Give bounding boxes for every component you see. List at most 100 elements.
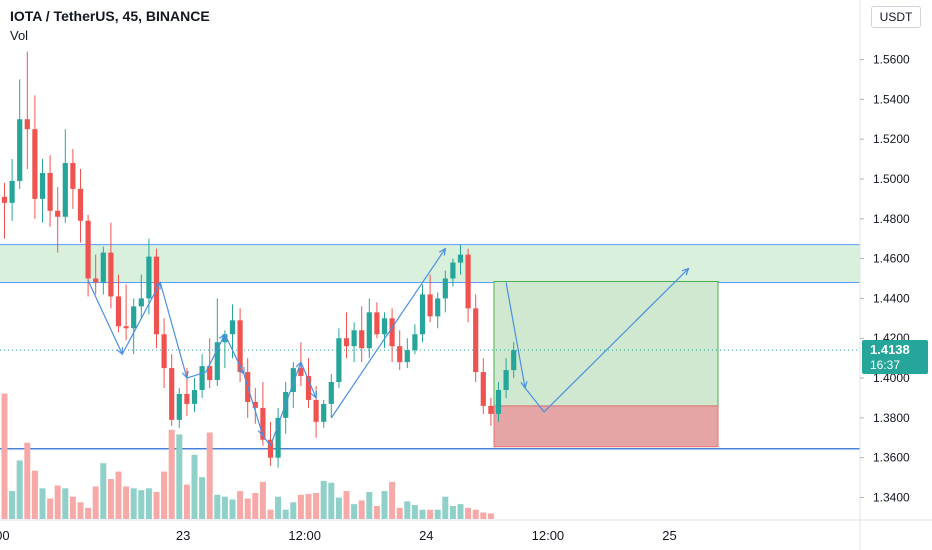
candle-body: [24, 119, 30, 130]
volume-bar: [31, 470, 38, 519]
candle-body: [267, 439, 274, 458]
volume-bar: [77, 502, 84, 519]
volume-bar: [85, 507, 92, 519]
volume-bar: [472, 509, 479, 519]
volume-bar: [351, 504, 358, 519]
volume-bar: [199, 477, 206, 519]
arrowhead: [295, 360, 303, 370]
candle-body: [442, 278, 448, 299]
candle-body: [214, 342, 220, 381]
volume-bar: [427, 509, 434, 519]
volume-bar: [16, 460, 23, 519]
volume-bar: [24, 442, 31, 519]
volume-bar: [153, 492, 160, 519]
trend-arrow-segment: [330, 248, 446, 419]
arrowhead: [116, 347, 124, 356]
last-price-value: 1.4138: [870, 342, 910, 357]
trend-arrow-segment: [186, 371, 207, 379]
candle-body: [93, 278, 99, 283]
volume-bar: [442, 496, 449, 519]
volume-bar: [47, 498, 54, 519]
trend-arrow-segment: [121, 282, 161, 355]
volume-bar: [373, 505, 380, 519]
pattern-arrows: [87, 247, 690, 447]
trend-arrow-segment: [87, 280, 123, 355]
volume-bar: [358, 500, 365, 519]
candle-body: [39, 172, 46, 199]
volume-bar: [267, 509, 274, 519]
candle-body: [199, 366, 205, 390]
price-tick-label: 1.5600: [873, 53, 910, 67]
candle-body: [359, 330, 365, 349]
volume-bar: [465, 507, 472, 519]
arrowhead: [238, 367, 245, 376]
volume-bar: [389, 481, 396, 519]
candle-body: [321, 403, 327, 422]
volume-indicator-label[interactable]: Vol: [10, 28, 29, 43]
price-tick-label: 1.4000: [873, 371, 910, 385]
profit-zone: [493, 280, 719, 407]
candle-body: [32, 129, 38, 199]
candle-body: [503, 370, 509, 390]
candle-body: [207, 366, 213, 381]
volume-bar: [320, 480, 327, 519]
volume-bar: [161, 471, 168, 519]
arrowhead: [438, 247, 447, 256]
volume-bar: [69, 496, 76, 519]
time-tick-label: 12:00: [288, 528, 321, 543]
volume-bar: [92, 486, 99, 519]
candle-body: [374, 312, 380, 335]
candle-body: [427, 294, 433, 317]
candle-body: [47, 172, 53, 211]
volume-bar: [115, 471, 122, 519]
volume-bar: [275, 496, 282, 519]
price-tick-label: 1.3600: [873, 451, 910, 465]
volume-bar: [214, 494, 221, 519]
candle-body: [343, 338, 350, 347]
volume-bar: [107, 479, 114, 519]
volume-bar: [328, 482, 335, 519]
volume-bar: [221, 496, 228, 519]
volume-bar: [290, 502, 297, 519]
volume-bar: [297, 494, 304, 519]
candle-body: [412, 334, 418, 351]
volume-bar: [449, 505, 456, 519]
bar-countdown: 16:37: [870, 358, 901, 372]
candle-body: [351, 330, 357, 347]
candle-body: [176, 393, 182, 420]
volume-bar: [305, 493, 312, 519]
trend-arrow-segment: [159, 282, 188, 379]
candle-body: [275, 417, 281, 458]
volume-bar: [39, 488, 46, 519]
candle-body: [473, 308, 479, 373]
stop-loss-zone: [493, 405, 719, 448]
trend-arrow-segment: [300, 361, 317, 399]
volume-bars: [1, 393, 494, 519]
volume-bar: [457, 504, 464, 519]
time-tick-label: 23: [176, 528, 190, 543]
arrowhead: [520, 381, 528, 390]
volume-bar: [54, 485, 61, 519]
price-tick-label: 1.3400: [873, 491, 910, 505]
trend-arrow-segment: [205, 333, 226, 373]
candle-body: [511, 350, 517, 371]
volume-bar: [145, 488, 152, 519]
volume-bar: [434, 509, 441, 519]
arrowhead: [218, 333, 226, 342]
price-tick-label: 1.5400: [873, 92, 910, 106]
trend-arrow-segment: [524, 387, 545, 413]
volume-bar: [396, 507, 403, 519]
candle-body: [305, 376, 312, 400]
candle-body: [397, 346, 403, 363]
volume-bar: [381, 491, 388, 519]
candle-body: [366, 312, 372, 349]
candle-body: [450, 262, 456, 279]
candle-body: [480, 372, 486, 406]
candle-body: [70, 163, 76, 189]
volume-bar: [100, 463, 107, 519]
currency-button[interactable]: USDT: [871, 6, 921, 28]
price-tick-label: 1.4400: [873, 291, 910, 305]
arrowhead: [681, 267, 690, 276]
candle-body: [184, 393, 190, 404]
